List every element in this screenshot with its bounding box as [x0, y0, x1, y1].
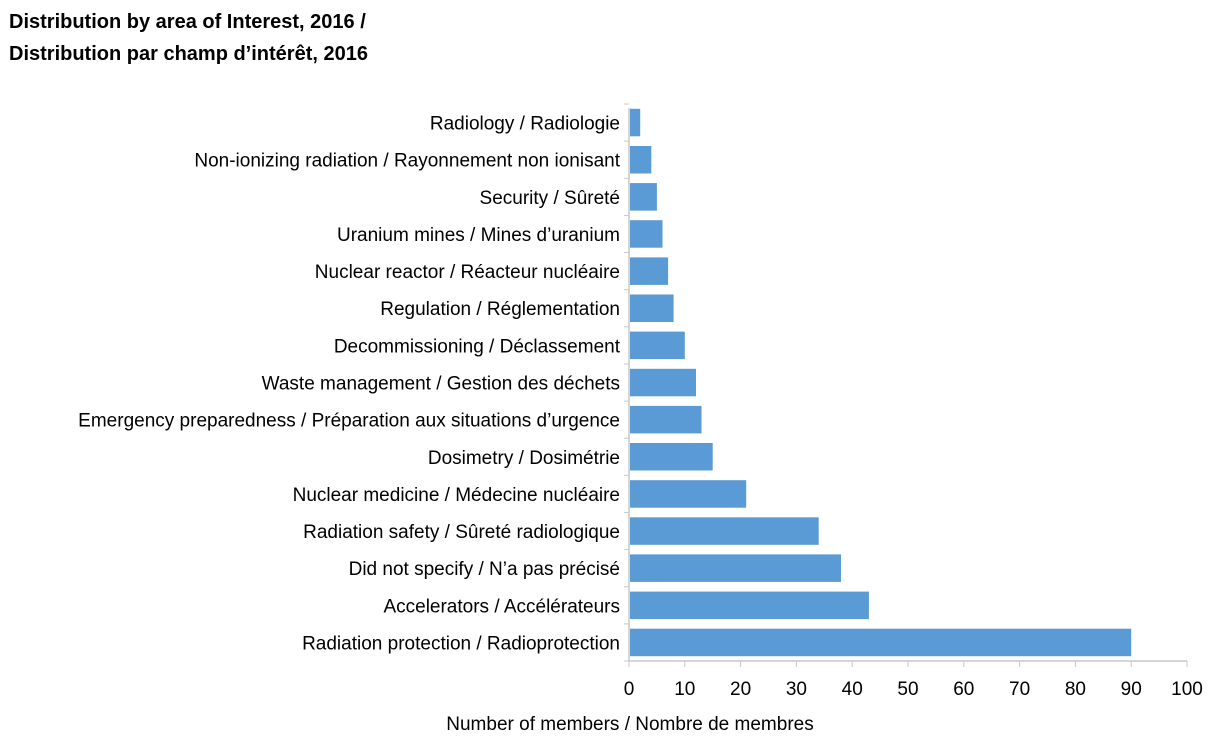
- bar: [630, 108, 641, 137]
- x-tick-label: 0: [624, 679, 635, 700]
- bar: [630, 183, 657, 211]
- category-label: Accelerators / Accélérateurs: [383, 596, 620, 617]
- bar: [630, 628, 1132, 657]
- chart-title: Distribution by area of Interest, 2016 /…: [9, 6, 368, 70]
- bar: [630, 517, 819, 545]
- x-tick-label: 30: [786, 679, 807, 700]
- category-label: Radiology / Radiologie: [430, 114, 620, 135]
- bar: [630, 554, 841, 582]
- x-tick-label: 50: [897, 679, 918, 700]
- category-label: Uranium mines / Mines d’uranium: [337, 225, 620, 246]
- bar: [630, 146, 652, 174]
- bar: [630, 591, 869, 620]
- x-tick-label: 70: [1009, 679, 1030, 700]
- category-label: Security / Sûreté: [480, 188, 620, 209]
- category-label: Did not specify / N’a pas précisé: [349, 559, 620, 580]
- x-tick-label: 100: [1171, 679, 1203, 700]
- bar: [630, 480, 747, 508]
- category-label: Radiation protection / Radioprotection: [302, 633, 620, 654]
- bar: [630, 220, 663, 248]
- bar: [630, 368, 696, 397]
- category-label: Waste management / Gestion des déchets: [262, 374, 620, 395]
- category-label: Dosimetry / Dosimétrie: [428, 448, 620, 469]
- category-label: Decommissioning / Déclassement: [334, 336, 621, 357]
- x-tick-label: 90: [1121, 679, 1142, 700]
- x-tick-label: 80: [1065, 679, 1086, 700]
- x-tick-label: 60: [953, 679, 974, 700]
- x-tick-label: 10: [674, 679, 695, 700]
- category-label: Emergency preparedness / Préparation aux…: [78, 411, 620, 432]
- chart-title-line-1: Distribution by area of Interest, 2016 /: [9, 11, 366, 33]
- x-axis-label: Number of members / Nombre de membres: [446, 714, 814, 735]
- bar: [630, 257, 669, 285]
- bar: [630, 294, 674, 322]
- x-tick-label: 40: [842, 679, 863, 700]
- chart-title-line-2: Distribution par champ d’intérêt, 2016: [9, 43, 368, 65]
- category-label: Radiation safety / Sûreté radiologique: [303, 522, 620, 543]
- bar: [630, 405, 702, 434]
- category-label: Regulation / Réglementation: [380, 299, 620, 320]
- x-tick-label: 20: [730, 679, 751, 700]
- category-label: Non-ionizing radiation / Rayonnement non…: [194, 151, 620, 172]
- bar: [630, 443, 713, 471]
- bar: [630, 331, 685, 360]
- category-label: Nuclear medicine / Médecine nucléaire: [293, 485, 620, 506]
- category-label: Nuclear reactor / Réacteur nucléaire: [315, 262, 620, 283]
